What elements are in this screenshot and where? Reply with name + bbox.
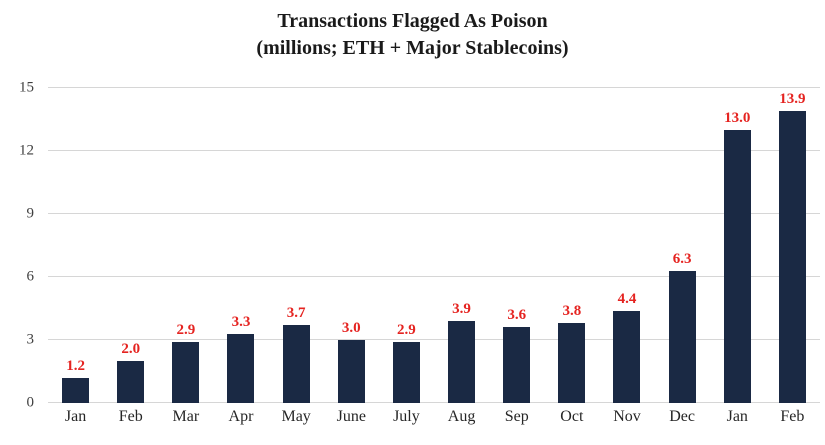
- bars-row: 1.2 2.0 2.9 3.3 3.7 3.0 2.9 3.9 3.6 3.8 4.4 6.3 13.0…: [48, 88, 820, 403]
- gridline: [48, 87, 820, 88]
- bar[interactable]: [282, 325, 310, 403]
- bar-group: 2.0: [103, 88, 158, 403]
- bar-value-label: 2.9: [397, 322, 416, 339]
- bar-value-label: 6.3: [672, 250, 692, 267]
- bar-group: 3.0: [324, 88, 379, 403]
- chart-title-line1: Transactions Flagged As Poison: [277, 10, 548, 32]
- bar-group: 3.6: [489, 88, 544, 403]
- bar[interactable]: [227, 333, 255, 403]
- x-tick-label: Jan: [64, 408, 87, 425]
- y-tick-label: 9: [26, 205, 35, 222]
- bar-value-label: 1.2: [66, 357, 85, 374]
- y-tick-label: 0: [26, 394, 35, 411]
- bar-group: 3.3: [213, 88, 268, 403]
- bar[interactable]: [62, 377, 90, 403]
- bar-value-label: 13.0: [724, 110, 751, 126]
- chart-title-line2: (millions; ETH + Major Stablecoins): [256, 37, 569, 59]
- y-tick-label: 12: [19, 142, 34, 159]
- bar-value-label: 3.0: [341, 320, 361, 336]
- bar-value-label: 3.6: [507, 307, 527, 324]
- bar-value-label: 3.7: [286, 305, 306, 322]
- plot-area: 1.2 2.0 2.9 3.3 3.7 3.0 2.9 3.9 3.6 3.8 4.4 6.3 13.0…: [48, 87, 820, 403]
- x-tick-label: Feb: [118, 408, 143, 425]
- x-tick-label: Feb: [780, 408, 805, 425]
- bar-group: 3.8: [544, 88, 599, 403]
- x-tick-label: June: [336, 408, 366, 425]
- bar-value-label: 3.3: [231, 313, 251, 330]
- bar-value-label: 4.4: [617, 290, 637, 307]
- bar-value-label: 2.0: [121, 341, 141, 357]
- x-tick-label: Aug: [447, 408, 476, 425]
- gridline: [48, 339, 820, 340]
- gridline: [48, 276, 820, 277]
- bar[interactable]: [337, 340, 365, 403]
- bar[interactable]: [172, 342, 200, 403]
- y-tick-label: 3: [26, 331, 35, 348]
- bar-group: 6.3: [655, 88, 710, 403]
- bar[interactable]: [392, 342, 420, 403]
- x-tick-label: Dec: [669, 408, 695, 425]
- bar[interactable]: [668, 270, 696, 403]
- bar[interactable]: [558, 323, 586, 403]
- bar-group: 2.9: [158, 88, 213, 403]
- x-tick-label: July: [393, 408, 420, 425]
- bar[interactable]: [613, 310, 641, 403]
- bar-value-label: 3.8: [562, 303, 582, 320]
- x-tick-label: May: [281, 408, 311, 425]
- chart-title: Transactions Flagged As Poison (millions…: [0, 8, 825, 62]
- bar-group: 3.9: [434, 88, 489, 403]
- x-tick-label: Nov: [613, 408, 641, 425]
- y-axis: 0 3 6 9 12 15: [0, 80, 40, 411]
- bar-group: 2.9: [379, 88, 434, 403]
- bar-value-label: 13.9: [779, 91, 806, 108]
- bar-group: 1.2: [48, 88, 103, 403]
- gridline: [48, 402, 820, 403]
- bar-value-label: 2.9: [176, 322, 196, 339]
- bar-group: 4.4: [599, 88, 654, 403]
- gridline: [48, 150, 820, 151]
- y-tick-label: 6: [26, 268, 35, 285]
- x-tick-label: Mar: [172, 408, 200, 425]
- bar-value-label: 3.9: [452, 301, 471, 318]
- x-tick-label: Jan: [726, 408, 748, 425]
- bar-group: 13.9: [765, 88, 820, 403]
- bar[interactable]: [778, 111, 806, 403]
- bar[interactable]: [503, 327, 531, 403]
- x-tick-label: Oct: [560, 408, 584, 425]
- bar-group: 13.0: [710, 88, 765, 403]
- x-axis: Jan Feb Mar Apr May June July Aug Sep Oct Nov Dec Ja…: [48, 408, 820, 426]
- bar[interactable]: [117, 361, 145, 403]
- x-tick-label: Apr: [228, 408, 254, 425]
- x-tick-label: Sep: [504, 408, 529, 425]
- bar-group: 3.7: [269, 88, 324, 403]
- y-tick-label: 15: [19, 79, 34, 96]
- gridline: [48, 213, 820, 214]
- bar[interactable]: [448, 321, 476, 403]
- bar[interactable]: [723, 130, 751, 403]
